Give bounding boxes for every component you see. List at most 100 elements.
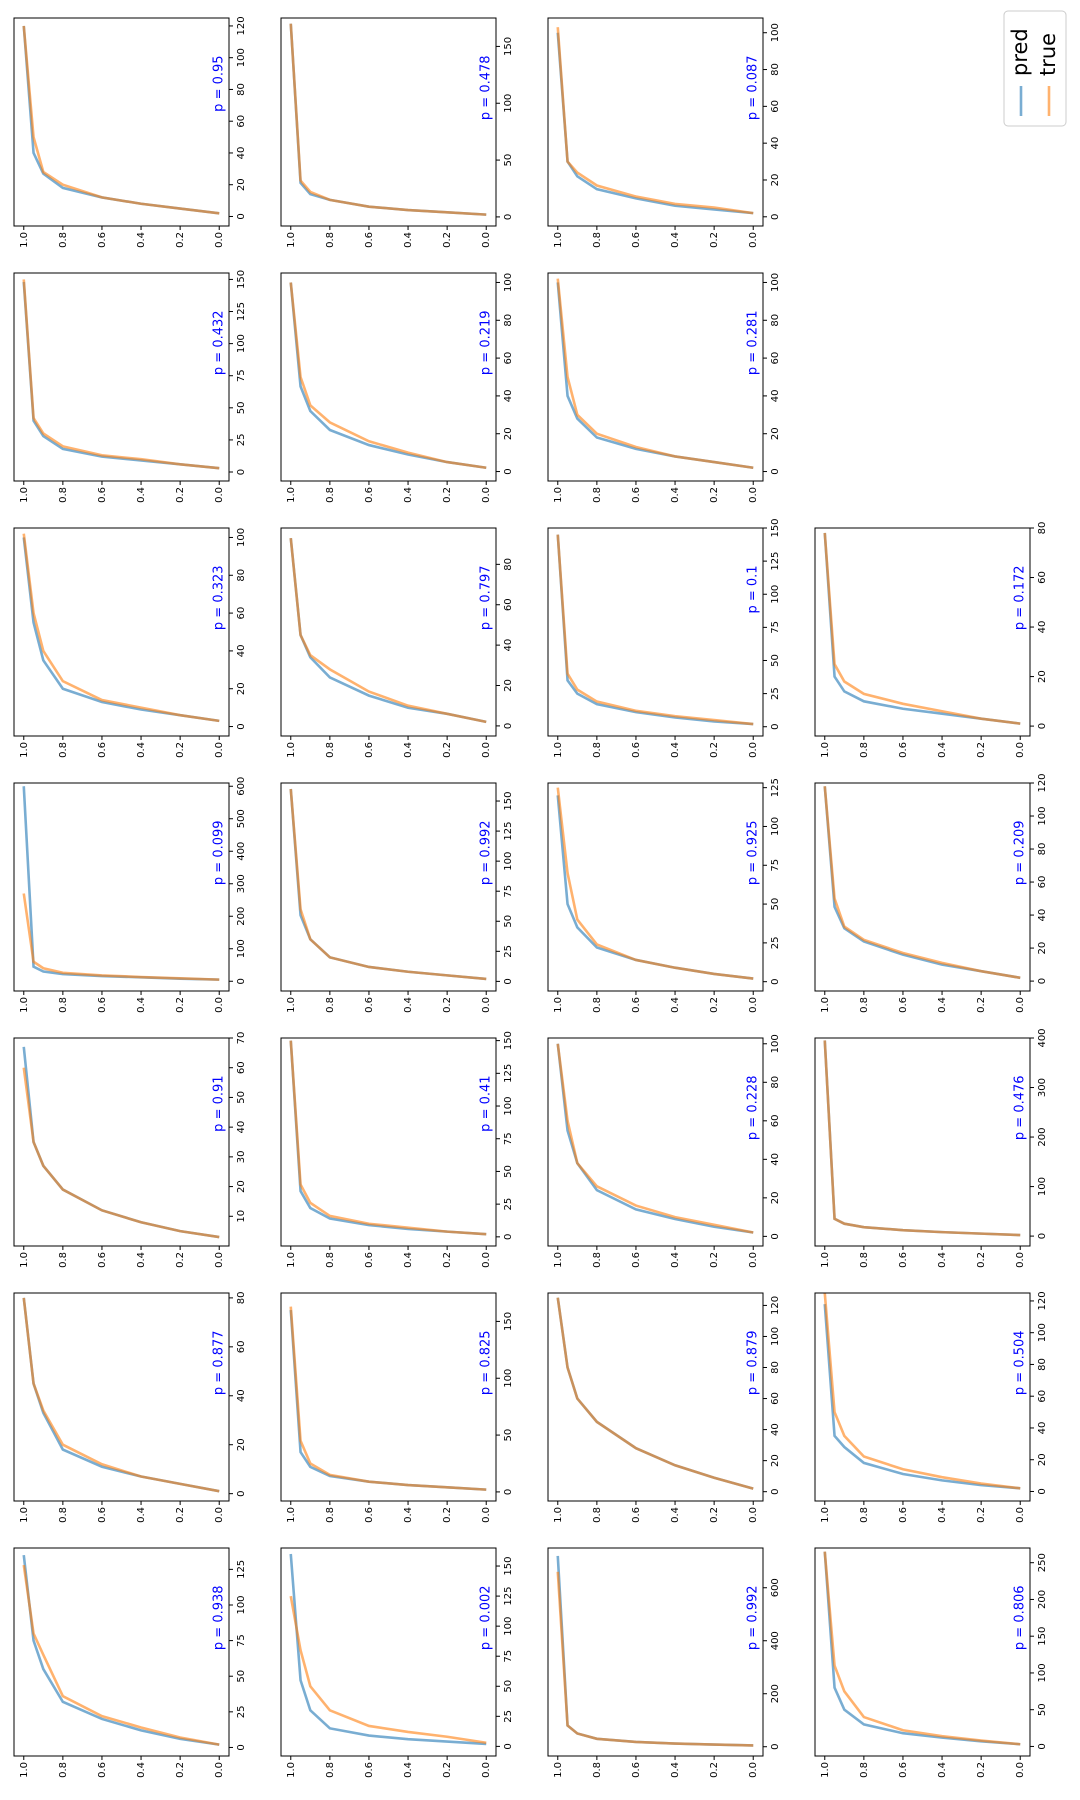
p-value-annotation: p = 0.91	[212, 1075, 227, 1131]
y-tick-label: 0.2	[442, 997, 453, 1013]
plot-frame	[814, 527, 1031, 737]
x-tick-label: 200	[236, 907, 247, 926]
y-tick-label: 0.8	[859, 1762, 870, 1778]
subplot: 0.0 0.2 0.4 0.6 0.8 1.0 0 25 50 75 100 125 150 p = 0.…	[280, 1547, 514, 1778]
subplot: 0.0 0.2 0.4 0.6 0.8 1.0 0 50 100 150 200 250 p = 0.8…	[814, 1547, 1048, 1778]
x-tick-label: 20	[236, 1180, 247, 1193]
subplot: 0.0 0.2 0.4 0.6 0.8 1.0 0 20 40 60 80 100 120 p = 0.2…	[814, 773, 1048, 1013]
x-tick-label: 50	[236, 401, 247, 414]
y-tick-label: 0.2	[175, 232, 186, 248]
y-tick-label: 0.8	[58, 232, 69, 248]
p-value-annotation: p = 0.323	[212, 565, 227, 630]
x-tick-label: 60	[236, 115, 247, 128]
cdf-line	[22, 1554, 220, 1746]
y-tick-label: 0.8	[859, 1252, 870, 1268]
cdf-line	[823, 1551, 1021, 1746]
plot-frame	[280, 1547, 497, 1757]
cdf-line	[556, 787, 754, 980]
x-tick-label: 40	[1037, 1422, 1048, 1435]
x-tick-label: 0	[1037, 723, 1048, 729]
y-tick-label: 0.6	[631, 1507, 642, 1523]
cdf-line	[289, 1040, 487, 1236]
plot-frame	[13, 782, 230, 992]
y-tick-label: 0.0	[481, 1252, 492, 1268]
y-tick-label: 1.0	[820, 1507, 831, 1523]
x-tick-label: 80	[770, 314, 781, 327]
y-tick-label: 0.2	[442, 742, 453, 758]
y-tick-label: 0.6	[631, 1252, 642, 1268]
subplot: 0.0 0.2 0.4 0.6 0.8 1.0 0 50 100 150 p = 0.478	[280, 17, 514, 248]
y-tick-label: 0.0	[1015, 997, 1026, 1013]
y-tick-label: 0.0	[214, 487, 225, 503]
y-tick-label: 0.8	[325, 997, 336, 1013]
y-tick-label: 0.2	[976, 997, 987, 1013]
y-tick-label: 0.0	[481, 1762, 492, 1778]
x-tick-label: 75	[503, 1650, 514, 1663]
x-tick-label: 75	[503, 1132, 514, 1145]
x-tick-label: 40	[770, 1153, 781, 1166]
cdf-line	[22, 25, 220, 215]
p-value-annotation: p = 0.1	[746, 565, 761, 613]
y-tick-label: 0.6	[364, 742, 375, 758]
x-tick-label: 20	[770, 174, 781, 187]
x-tick-label: 50	[503, 1429, 514, 1442]
subplot: 0.0 0.2 0.4 0.6 0.8 1.0 0 20 40 60 80 100 p = 0.087	[547, 17, 781, 248]
x-tick-label: 100	[503, 1096, 514, 1115]
y-tick-label: 0.8	[859, 742, 870, 758]
subplot: 0.0 0.2 0.4 0.6 0.8 1.0 0 20 40 60 80 100 p = 0.228	[547, 1034, 781, 1268]
cdf-line	[22, 533, 220, 723]
x-tick-label: 80	[1037, 1358, 1048, 1371]
plot-frame	[547, 1292, 764, 1502]
y-tick-label: 0.0	[214, 1252, 225, 1268]
y-tick-label: 0.2	[175, 487, 186, 503]
y-tick-label: 0.2	[442, 1252, 453, 1268]
y-tick-label: 0.6	[97, 1762, 108, 1778]
y-tick-label: 1.0	[820, 1252, 831, 1268]
x-tick-label: 0	[1037, 1233, 1048, 1239]
cdf-line	[289, 23, 487, 216]
y-tick-label: 1.0	[553, 1507, 564, 1523]
p-value-annotation: p = 0.877	[212, 1330, 227, 1395]
y-tick-label: 0.0	[748, 997, 759, 1013]
x-tick-label: 0	[503, 468, 514, 474]
x-tick-label: 20	[236, 178, 247, 191]
x-tick-label: 25	[503, 1198, 514, 1211]
x-tick-label: 100	[770, 23, 781, 42]
y-tick-label: 0.2	[442, 232, 453, 248]
y-tick-label: 0.6	[364, 1762, 375, 1778]
x-tick-label: 600	[236, 777, 247, 796]
y-tick-label: 0.0	[214, 1762, 225, 1778]
y-tick-label: 1.0	[553, 232, 564, 248]
y-tick-label: 0.4	[403, 1507, 414, 1523]
y-tick-label: 0.4	[403, 487, 414, 503]
y-tick-label: 0.4	[670, 1252, 681, 1268]
y-tick-label: 0.4	[136, 742, 147, 758]
y-tick-label: 0.6	[631, 997, 642, 1013]
cdf-line	[289, 1040, 487, 1236]
y-tick-label: 0.6	[97, 997, 108, 1013]
p-value-annotation: p = 0.806	[1013, 1585, 1028, 1650]
y-tick-label: 0.8	[592, 997, 603, 1013]
cdf-line	[823, 786, 1021, 980]
y-tick-label: 0.4	[937, 1762, 948, 1778]
x-tick-label: 0	[770, 214, 781, 220]
x-tick-label: 300	[236, 874, 247, 893]
subplot: 0.0 0.2 0.4 0.6 0.8 1.0 0 25 50 75 100 125 150 p = 0.…	[547, 518, 781, 758]
y-tick-label: 1.0	[286, 1762, 297, 1778]
subplot: 0.0 0.2 0.4 0.6 0.8 1.0 0 50 100 150 p = 0.825	[280, 1292, 514, 1523]
x-tick-label: 75	[770, 621, 781, 634]
cdf-line	[22, 1297, 220, 1493]
cdf-line	[556, 534, 754, 726]
y-tick-label: 1.0	[553, 1762, 564, 1778]
y-tick-label: 0.0	[1015, 1252, 1026, 1268]
y-tick-label: 0.6	[631, 1762, 642, 1778]
p-value-annotation: p = 0.992	[479, 820, 494, 885]
y-tick-label: 0.4	[670, 997, 681, 1013]
y-tick-label: 0.4	[136, 1762, 147, 1778]
cdf-line	[556, 282, 754, 470]
plot-frame	[13, 1292, 230, 1502]
y-tick-label: 0.8	[592, 1762, 603, 1778]
x-tick-label: 100	[503, 1369, 514, 1388]
y-tick-label: 0.8	[325, 1252, 336, 1268]
